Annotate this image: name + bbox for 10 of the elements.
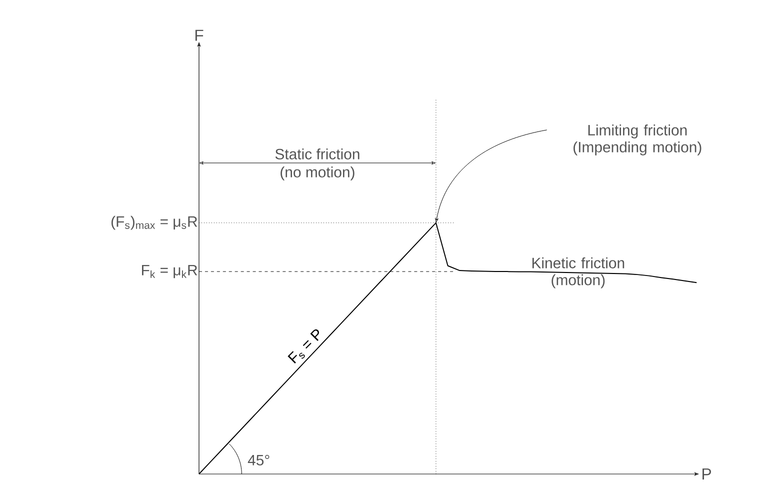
text: F: [195, 30, 204, 41]
annotation: Kinetic friction (motion): [532, 257, 624, 288]
text: (no motion): [280, 166, 354, 180]
text: Static friction: [275, 148, 360, 160]
text: Limiting friction (Impending motion): [574, 124, 702, 156]
text: F$_{s}$ = P: [288, 329, 320, 364]
annotation: 45°: [248, 454, 270, 466]
ref-line-label: (F$_{s}$)$_{max}$ = μ$_{s}$R: [112, 216, 198, 230]
ref-line-label: F$_{k}$ = μ$_{k}$R: [142, 264, 198, 278]
x-axis-title: P: [702, 468, 711, 480]
